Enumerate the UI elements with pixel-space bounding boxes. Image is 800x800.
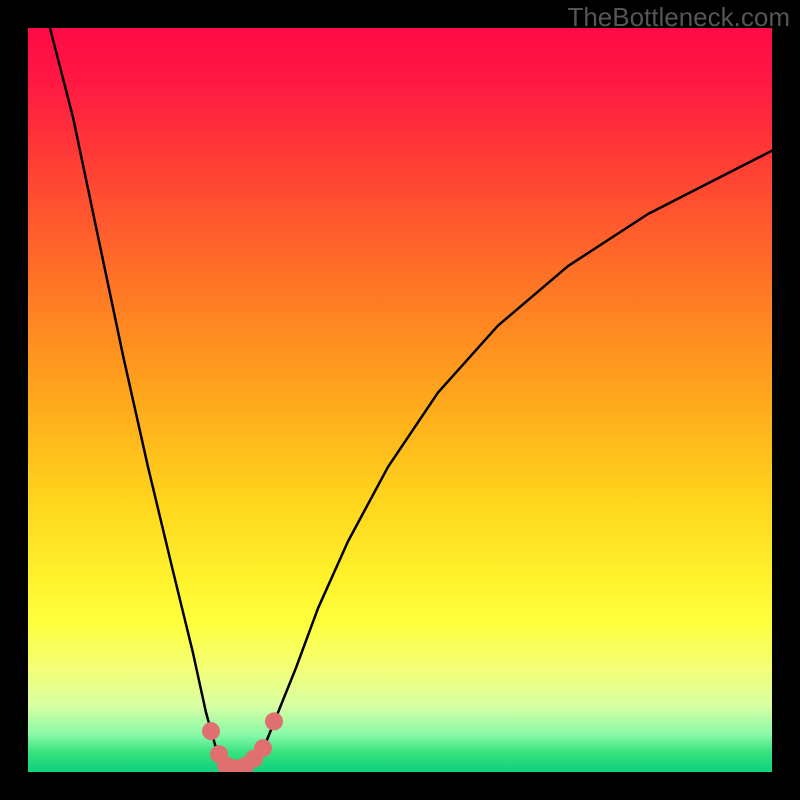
plot-svg (28, 28, 772, 772)
plot-area (28, 28, 772, 772)
plot-background (28, 28, 772, 772)
watermark-text: TheBottleneck.com (567, 2, 790, 33)
marker-point (202, 722, 220, 740)
marker-point (265, 712, 283, 730)
marker-point (254, 739, 272, 757)
chart-frame: TheBottleneck.com (0, 0, 800, 800)
